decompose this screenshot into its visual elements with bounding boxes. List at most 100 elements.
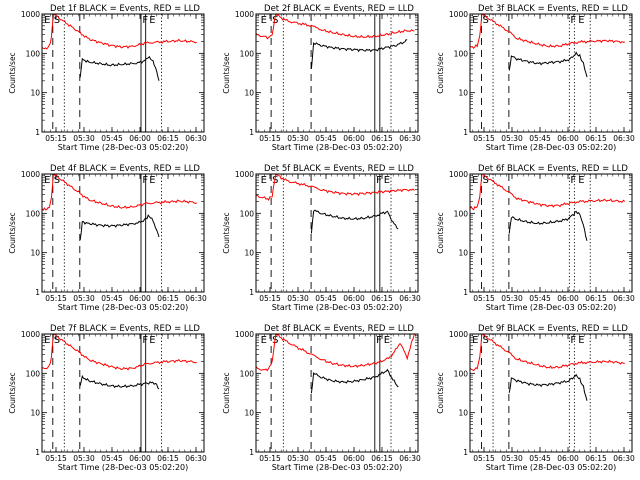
interval-marker-label: E (44, 335, 50, 346)
plot-frame (255, 173, 419, 293)
y-tick-label: 1000 (449, 170, 468, 179)
x-tick-label: 05:30 (287, 134, 309, 143)
x-tick-label: 05:30 (501, 134, 523, 143)
interval-marker-label: E (261, 15, 267, 26)
x-tick-label: 05:15 (259, 294, 281, 303)
x-tick-label: 05:30 (73, 294, 95, 303)
x-tick-label: 05:45 (529, 294, 551, 303)
interval-marker-label: E (472, 175, 478, 186)
y-tick-label: 1 (249, 288, 254, 297)
x-tick-label: 05:30 (287, 454, 309, 463)
chart-panel-4: Det 4f BLACK = Events, RED = LLD 1 10 100 10… (8, 164, 207, 312)
x-axis-label: Start Time (28-Dec-03 05:02:20) (272, 463, 403, 472)
chart-panel-8: Det 8f BLACK = Events, RED = LLD 1 10 100 10… (222, 324, 421, 472)
y-tick-label: 100 (240, 209, 255, 218)
interval-marker-label: F (376, 335, 382, 346)
plot-frame (469, 13, 633, 133)
series-line-lld (470, 14, 625, 49)
y-tick-label: 10 (244, 409, 254, 418)
interval-marker-label: E (472, 335, 478, 346)
y-tick-label: 10 (458, 249, 468, 258)
interval-marker-label: E (578, 15, 584, 26)
interval-marker-label: S (483, 335, 489, 346)
y-tick-label: 1000 (235, 170, 254, 179)
interval-marker-label: E (578, 335, 584, 346)
x-tick-label: 05:45 (315, 454, 337, 463)
chart-title: Det 8f BLACK = Events, RED = LLD (264, 324, 414, 334)
series-line-events (310, 209, 399, 234)
chart-title: Det 3f BLACK = Events, RED = LLD (478, 4, 628, 14)
series-line-lld (470, 334, 625, 372)
series-line-lld (256, 14, 415, 40)
y-tick-label: 1 (249, 448, 254, 457)
interval-marker-label: F (570, 15, 576, 26)
series-group (42, 334, 197, 390)
interval-marker-label: E (261, 175, 267, 186)
y-tick-label: 100 (26, 209, 41, 218)
series-group (256, 174, 415, 234)
x-tick-label: 05:30 (73, 454, 95, 463)
x-tick-label: 05:45 (101, 454, 123, 463)
x-tick-label: 06:15 (585, 294, 607, 303)
y-tick-label: 1 (35, 128, 40, 137)
x-tick-label: 06:00 (343, 294, 365, 303)
x-tick-label: 06:00 (557, 134, 579, 143)
series-line-lld (42, 174, 198, 212)
interval-marker-label: E (149, 175, 155, 186)
x-tick-label: 05:30 (501, 454, 523, 463)
interval-marker-label: F (376, 175, 382, 186)
series-line-lld (42, 334, 197, 371)
y-tick-label: 1000 (21, 10, 40, 19)
interval-marker-label: E (578, 175, 584, 186)
interval-marker-label: F (570, 175, 576, 186)
x-axis-label: Start Time (28-Dec-03 05:02:20) (486, 303, 617, 312)
y-axis-label: Counts/sec (436, 372, 445, 413)
series-line-events (310, 39, 408, 69)
x-tick-label: 06:00 (129, 134, 151, 143)
interval-marker-label: S (483, 15, 489, 26)
chart-title: Det 9f BLACK = Events, RED = LLD (478, 324, 628, 334)
x-axis-label: Start Time (28-Dec-03 05:02:20) (272, 143, 403, 152)
x-tick-label: 06:30 (399, 454, 421, 463)
x-tick-label: 06:30 (185, 454, 207, 463)
interval-marker-label: S (483, 175, 489, 186)
x-tick-label: 06:15 (585, 134, 607, 143)
y-tick-label: 10 (244, 249, 254, 258)
x-tick-label: 06:15 (157, 294, 179, 303)
y-axis-label: Counts/sec (222, 212, 231, 253)
y-tick-label: 10 (458, 89, 468, 98)
x-axis-label: Start Time (28-Dec-03 05:02:20) (272, 303, 403, 312)
x-tick-label: 05:15 (45, 134, 67, 143)
chart-title: Det 6f BLACK = Events, RED = LLD (478, 164, 628, 174)
y-axis-label: Counts/sec (436, 52, 445, 93)
series-line-lld (256, 334, 415, 372)
series-group (470, 334, 625, 401)
y-axis-label: Counts/sec (436, 212, 445, 253)
y-tick-label: 10 (244, 89, 254, 98)
plot-frame (41, 173, 205, 293)
x-tick-label: 05:45 (529, 454, 551, 463)
series-line-lld (256, 174, 415, 202)
x-axis-label: Start Time (28-Dec-03 05:02:20) (486, 143, 617, 152)
plot-frame (41, 13, 205, 133)
chart-panel-7: Det 7f BLACK = Events, RED = LLD 1 10 100 10… (8, 324, 207, 472)
series-group (256, 14, 415, 69)
series-line-events (508, 373, 588, 401)
y-tick-label: 100 (454, 49, 469, 58)
y-tick-label: 1000 (235, 330, 254, 339)
interval-marker-label: E (44, 15, 50, 26)
x-tick-label: 05:45 (101, 134, 123, 143)
x-tick-label: 06:30 (185, 134, 207, 143)
x-axis-label: Start Time (28-Dec-03 05:02:20) (58, 463, 189, 472)
y-tick-label: 100 (454, 209, 469, 218)
chart-panel-9: Det 9f BLACK = Events, RED = LLD 1 10 100 10… (436, 324, 635, 472)
x-tick-label: 05:30 (287, 294, 309, 303)
y-tick-label: 1 (463, 128, 468, 137)
series-line-events (79, 55, 160, 81)
interval-marker-label: E (149, 335, 155, 346)
y-tick-label: 100 (454, 369, 469, 378)
chart-title: Det 1f BLACK = Events, RED = LLD (50, 4, 200, 14)
x-tick-label: 06:30 (613, 134, 635, 143)
x-tick-label: 05:30 (501, 294, 523, 303)
x-tick-label: 05:15 (473, 134, 495, 143)
